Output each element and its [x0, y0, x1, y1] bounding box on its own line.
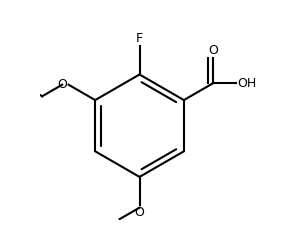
Text: OH: OH	[237, 77, 256, 90]
Text: F: F	[136, 32, 143, 45]
Text: O: O	[57, 78, 67, 91]
Text: O: O	[135, 206, 144, 219]
Text: O: O	[208, 44, 218, 56]
